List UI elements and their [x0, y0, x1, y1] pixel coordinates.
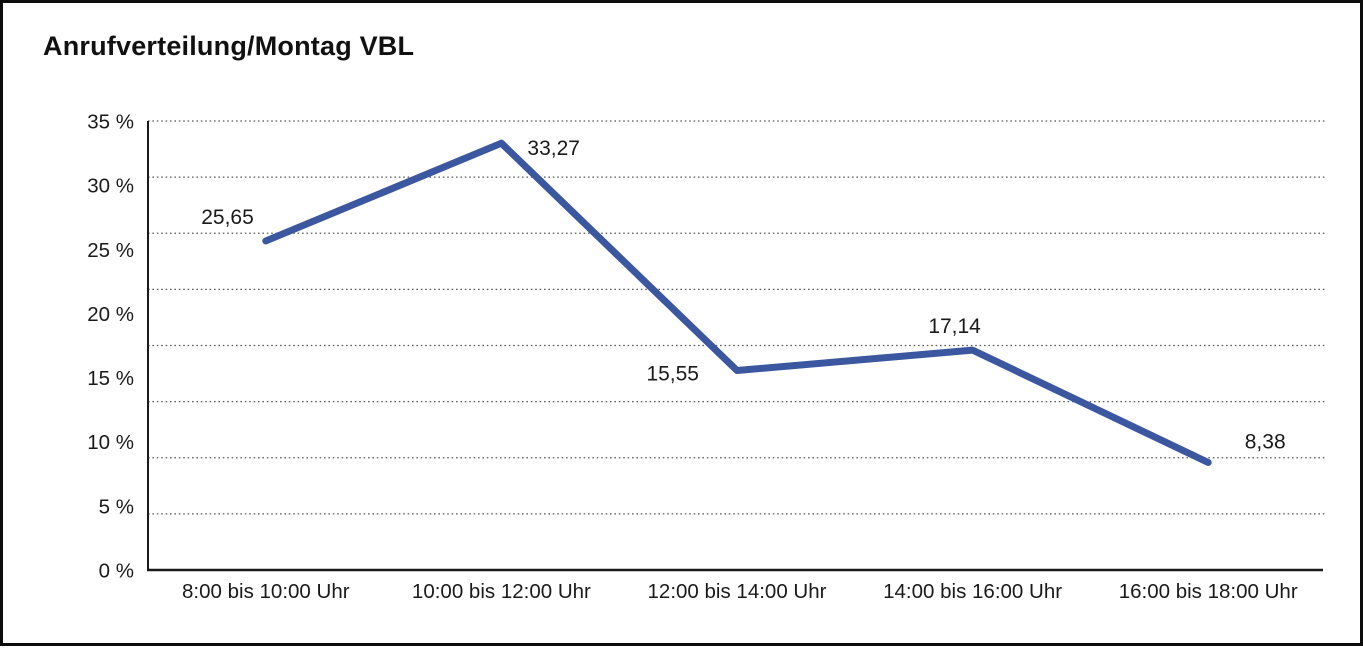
line-chart: 0 % 5 % 10 % 15 % 20 % 25 % 30 % 35 % 8:00 bis 1… [87, 111, 1326, 603]
x-axis-label: 10:00 bis 12:00 Uhr [412, 580, 591, 603]
x-axis-label: 12:00 bis 14:00 Uhr [648, 580, 827, 603]
y-axis-label: 25 % [87, 239, 134, 262]
x-axis-label: 16:00 bis 18:00 Uhr [1119, 580, 1298, 603]
x-axis-label: 8:00 bis 10:00 Uhr [182, 580, 350, 603]
y-axis-label: 5 % [99, 495, 134, 518]
y-axis-label: 35 % [87, 111, 134, 134]
y-axis-label: 15 % [87, 367, 134, 390]
data-label: 15,55 [646, 363, 699, 386]
y-axis-label: 30 % [87, 175, 134, 198]
y-axis-label: 20 % [87, 303, 134, 326]
data-line [262, 139, 1212, 466]
y-axis-label: 0 % [99, 560, 134, 583]
data-label: 8,38 [1245, 430, 1286, 453]
data-label: 25,65 [201, 206, 254, 229]
chart-title: Anrufverteilung/Montag VBL [43, 31, 415, 61]
data-label: 17,14 [928, 315, 981, 338]
x-axis-label: 14:00 bis 16:00 Uhr [883, 580, 1062, 603]
data-label: 33,27 [527, 137, 580, 160]
y-axis-label: 10 % [87, 431, 134, 454]
